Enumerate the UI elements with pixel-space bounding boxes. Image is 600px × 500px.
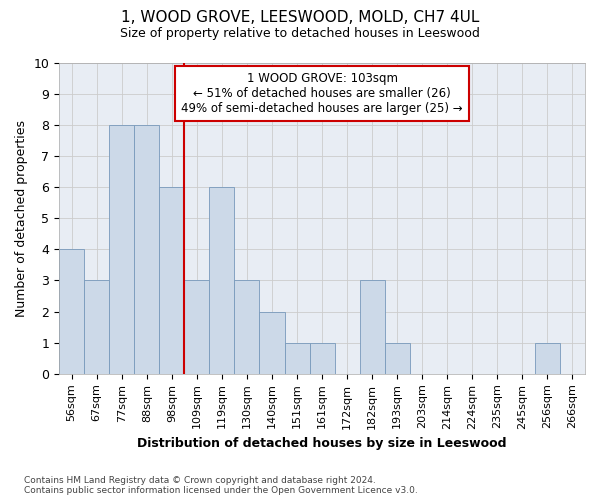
Bar [184,280,209,374]
Bar [84,280,109,374]
Text: Size of property relative to detached houses in Leeswood: Size of property relative to detached ho… [120,28,480,40]
Y-axis label: Number of detached properties: Number of detached properties [15,120,28,316]
Bar [259,312,284,374]
Text: 1, WOOD GROVE, LEESWOOD, MOLD, CH7 4UL: 1, WOOD GROVE, LEESWOOD, MOLD, CH7 4UL [121,10,479,25]
Bar [385,342,410,374]
Text: Contains HM Land Registry data © Crown copyright and database right 2024.: Contains HM Land Registry data © Crown c… [24,476,376,485]
Text: Contains public sector information licensed under the Open Government Licence v3: Contains public sector information licen… [24,486,418,495]
Bar [310,342,335,374]
Bar [535,342,560,374]
Bar [284,342,310,374]
Bar [235,280,259,374]
Bar [359,280,385,374]
Text: 1 WOOD GROVE: 103sqm
← 51% of detached houses are smaller (26)
49% of semi-detac: 1 WOOD GROVE: 103sqm ← 51% of detached h… [181,72,463,115]
Bar [160,187,184,374]
Bar [134,125,160,374]
Bar [59,250,84,374]
Bar [109,125,134,374]
X-axis label: Distribution of detached houses by size in Leeswood: Distribution of detached houses by size … [137,437,507,450]
Bar [209,187,235,374]
